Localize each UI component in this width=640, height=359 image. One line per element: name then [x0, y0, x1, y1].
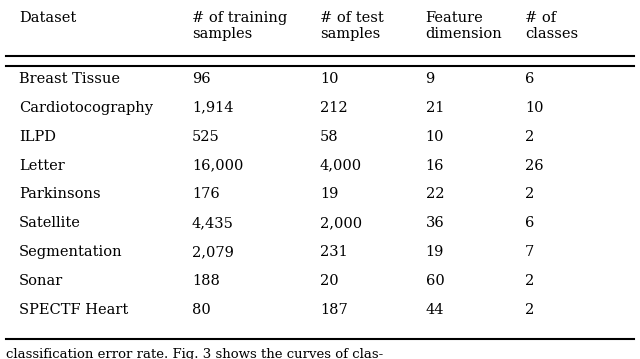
Text: 2: 2	[525, 187, 534, 201]
Text: 19: 19	[320, 187, 339, 201]
Text: 58: 58	[320, 130, 339, 144]
Text: Parkinsons: Parkinsons	[19, 187, 101, 201]
Text: 80: 80	[192, 303, 211, 317]
Text: Cardiotocography: Cardiotocography	[19, 101, 153, 115]
Text: 44: 44	[426, 303, 444, 317]
Text: 20: 20	[320, 274, 339, 288]
Text: 2,000: 2,000	[320, 216, 362, 230]
Text: # of
classes: # of classes	[525, 11, 578, 41]
Text: 6: 6	[525, 72, 534, 86]
Text: 36: 36	[426, 216, 444, 230]
Text: 231: 231	[320, 245, 348, 259]
Text: 19: 19	[426, 245, 444, 259]
Text: Satellite: Satellite	[19, 216, 81, 230]
Text: Segmentation: Segmentation	[19, 245, 123, 259]
Text: Dataset: Dataset	[19, 11, 76, 25]
Text: Sonar: Sonar	[19, 274, 63, 288]
Text: # of training
samples: # of training samples	[192, 11, 287, 41]
Text: 10: 10	[525, 101, 543, 115]
Text: 6: 6	[525, 216, 534, 230]
Text: 1,914: 1,914	[192, 101, 234, 115]
Text: 2,079: 2,079	[192, 245, 234, 259]
Text: 7: 7	[525, 245, 534, 259]
Text: classification error rate. Fig. 3 shows the curves of clas-: classification error rate. Fig. 3 shows …	[6, 348, 383, 359]
Text: Letter: Letter	[19, 159, 65, 173]
Text: 22: 22	[426, 187, 444, 201]
Text: 16,000: 16,000	[192, 159, 243, 173]
Text: SPECTF Heart: SPECTF Heart	[19, 303, 129, 317]
Text: 525: 525	[192, 130, 220, 144]
Text: 2: 2	[525, 130, 534, 144]
Text: 2: 2	[525, 274, 534, 288]
Text: 187: 187	[320, 303, 348, 317]
Text: 2: 2	[525, 303, 534, 317]
Text: 9: 9	[426, 72, 435, 86]
Text: 96: 96	[192, 72, 211, 86]
Text: ILPD: ILPD	[19, 130, 56, 144]
Text: 21: 21	[426, 101, 444, 115]
Text: Breast Tissue: Breast Tissue	[19, 72, 120, 86]
Text: 60: 60	[426, 274, 444, 288]
Text: 16: 16	[426, 159, 444, 173]
Text: # of test
samples: # of test samples	[320, 11, 384, 41]
Text: 212: 212	[320, 101, 348, 115]
Text: 10: 10	[320, 72, 339, 86]
Text: 4,000: 4,000	[320, 159, 362, 173]
Text: 188: 188	[192, 274, 220, 288]
Text: 176: 176	[192, 187, 220, 201]
Text: 10: 10	[426, 130, 444, 144]
Text: Feature
dimension: Feature dimension	[426, 11, 502, 41]
Text: 4,435: 4,435	[192, 216, 234, 230]
Text: 26: 26	[525, 159, 543, 173]
